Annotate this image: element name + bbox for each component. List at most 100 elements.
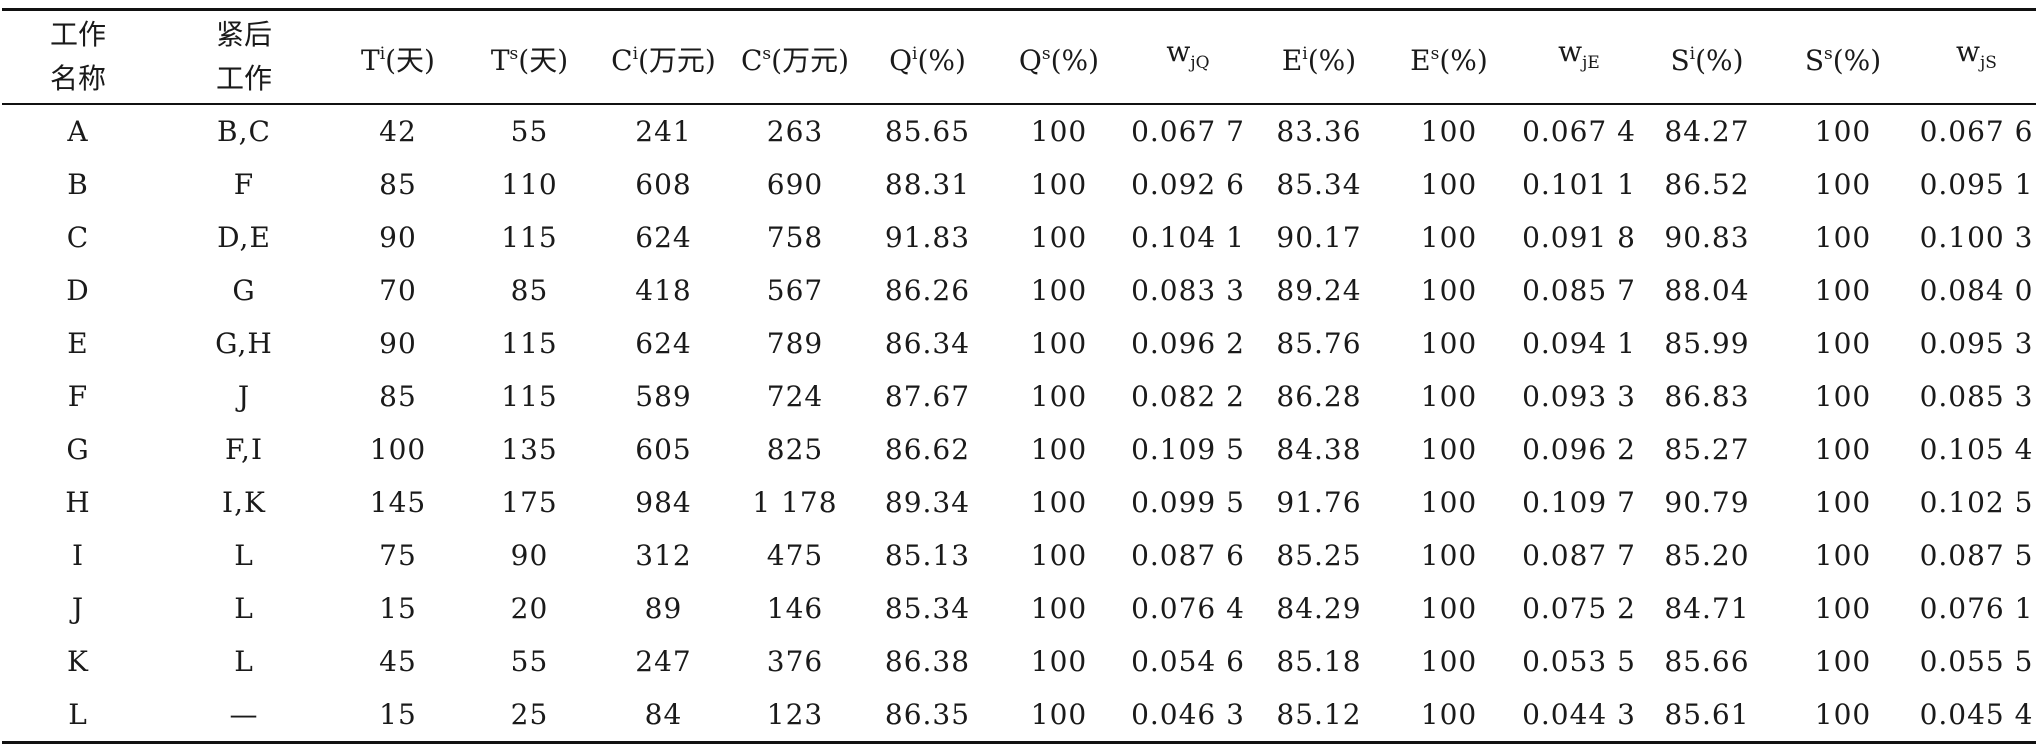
cell-wjq: 0.092 6 [1131,168,1245,201]
cell-si: 84.71 [1664,592,1750,625]
table-row: F J 85 115 589 724 87.67 100 0.082 2 86.28 100 0.09… [2,370,2036,423]
table-row: E G,H 90 115 624 789 86.34 100 0.096 2 85.76 100 0.… [2,317,2036,370]
cell-qi: 86.35 [860,688,995,744]
cell-ss: 100 [1814,592,1872,625]
cell-wjq: 0.083 3 [1131,274,1245,307]
cell-successor-work: F [233,168,255,201]
table-row: A B,C 42 55 241 263 85.65 100 0.067 7 83.36 100 0.0… [2,104,2036,158]
cell-ss: 100 [1814,645,1872,678]
header-es: Es(%) [1385,8,1513,105]
cell-ei: 85.76 [1276,327,1362,360]
cell-ci: 984 [635,486,692,519]
cell-ti: 70 [379,274,417,307]
cell-qs: 100 [1030,539,1088,572]
cell-qs: 100 [1030,380,1088,413]
cell-successor-work: D,E [217,221,271,254]
cell-qs: 100 [1030,168,1088,201]
cell-wjs: 0.095 3 [1919,327,2034,360]
cell-qi: 86.38 [884,645,971,678]
cell-qi: 87.67 [884,380,971,413]
cell-successor-work: — [154,688,334,744]
cell-es: 100 [1420,592,1478,625]
cell-es: 100 [1420,115,1478,148]
cell-ss: 100 [1814,486,1872,519]
cell-work-name: C [66,221,90,254]
cell-wje: 0.044 3 [1513,688,1645,744]
cell-wjq: 0.067 7 [1131,115,1245,148]
table-row: H I,K 145 175 984 1 178 89.34 100 0.099 5 91.76 10… [2,476,2036,529]
cell-ts: 20 [510,592,549,625]
cell-wjs: 0.087 5 [1919,539,2034,572]
header-ts: Ts(天) [462,8,597,105]
cell-ci: 608 [635,168,692,201]
cell-ti: 90 [379,221,417,254]
cell-si: 85.61 [1645,688,1769,744]
cell-wje: 0.091 8 [1522,221,1636,254]
cell-ci: 605 [635,433,692,466]
cell-es: 100 [1420,380,1478,413]
cell-successor-work: B,C [217,115,271,148]
cell-si: 85.66 [1664,645,1750,678]
table-row: I L 75 90 312 475 85.13 100 0.087 6 85.25 100 0.087… [2,529,2036,582]
header-qs: Qs(%) [995,8,1123,105]
cell-ei: 90.17 [1276,221,1362,254]
cell-si: 90.79 [1664,486,1750,519]
cell-es: 100 [1420,486,1478,519]
cell-qi: 86.26 [884,274,971,307]
cell-cs: 724 [766,380,824,413]
cell-si: 85.20 [1664,539,1750,572]
header-cs: Cs(万元) [730,8,860,105]
cell-es: 100 [1420,645,1478,678]
header-ei: Ei(%) [1253,8,1385,105]
cell-wjs: 0.085 3 [1919,380,2034,413]
cell-ci: 624 [635,327,692,360]
cell-qi: 89.34 [884,486,971,519]
table-container: 工作 名称 紧后 工作 Ti(天) Ts(天) Ci(万元) Cs(万元) Qi… [2,8,2036,744]
cell-wje: 0.053 5 [1522,645,1636,678]
header-qi: Qi(%) [860,8,995,105]
cell-ci: 589 [635,380,692,413]
cell-ei: 85.12 [1253,688,1385,744]
cell-cs: 1 178 [752,486,838,519]
cell-ts: 90 [510,539,549,572]
cell-wje: 0.094 1 [1522,327,1636,360]
cell-ei: 84.29 [1276,592,1362,625]
cell-ss: 100 [1769,688,1917,744]
cell-es: 100 [1420,274,1478,307]
cell-work-name: L [2,688,154,744]
cell-ci: 89 [644,592,683,625]
cell-qs: 100 [1030,433,1088,466]
cell-wjs: 0.100 3 [1919,221,2034,254]
cell-ts: 115 [501,221,558,254]
cell-wje: 0.075 2 [1522,592,1636,625]
cell-successor-work: L [234,645,254,678]
cell-qi: 85.13 [884,539,971,572]
cell-qs: 100 [1030,645,1088,678]
cell-ci: 84 [597,688,730,744]
cell-cs: 475 [766,539,824,572]
cell-ss: 100 [1814,274,1872,307]
cell-qi: 86.34 [884,327,971,360]
cell-successor-work: L [234,539,254,572]
cell-wjs: 0.084 0 [1919,274,2034,307]
cell-successor-work: G [232,274,256,307]
header-wjq: wjQ [1123,8,1253,105]
cell-cs: 146 [766,592,824,625]
cell-ei: 85.25 [1276,539,1362,572]
cell-ci: 241 [635,115,692,148]
cell-wje: 0.096 2 [1522,433,1636,466]
cell-cs: 758 [766,221,824,254]
cell-ei: 85.18 [1276,645,1362,678]
header-ss: Ss(%) [1769,8,1917,105]
cell-ci: 247 [635,645,692,678]
cell-ts: 175 [501,486,558,519]
cell-successor-work: J [237,380,251,413]
cell-ss: 100 [1814,221,1872,254]
cell-ti: 85 [379,380,417,413]
cell-qi: 88.31 [884,168,971,201]
cell-qs: 100 [1030,486,1088,519]
cell-wje: 0.085 7 [1522,274,1636,307]
cell-qs: 100 [1030,115,1088,148]
cell-qi: 85.34 [884,592,971,625]
cell-ts: 55 [510,645,549,678]
